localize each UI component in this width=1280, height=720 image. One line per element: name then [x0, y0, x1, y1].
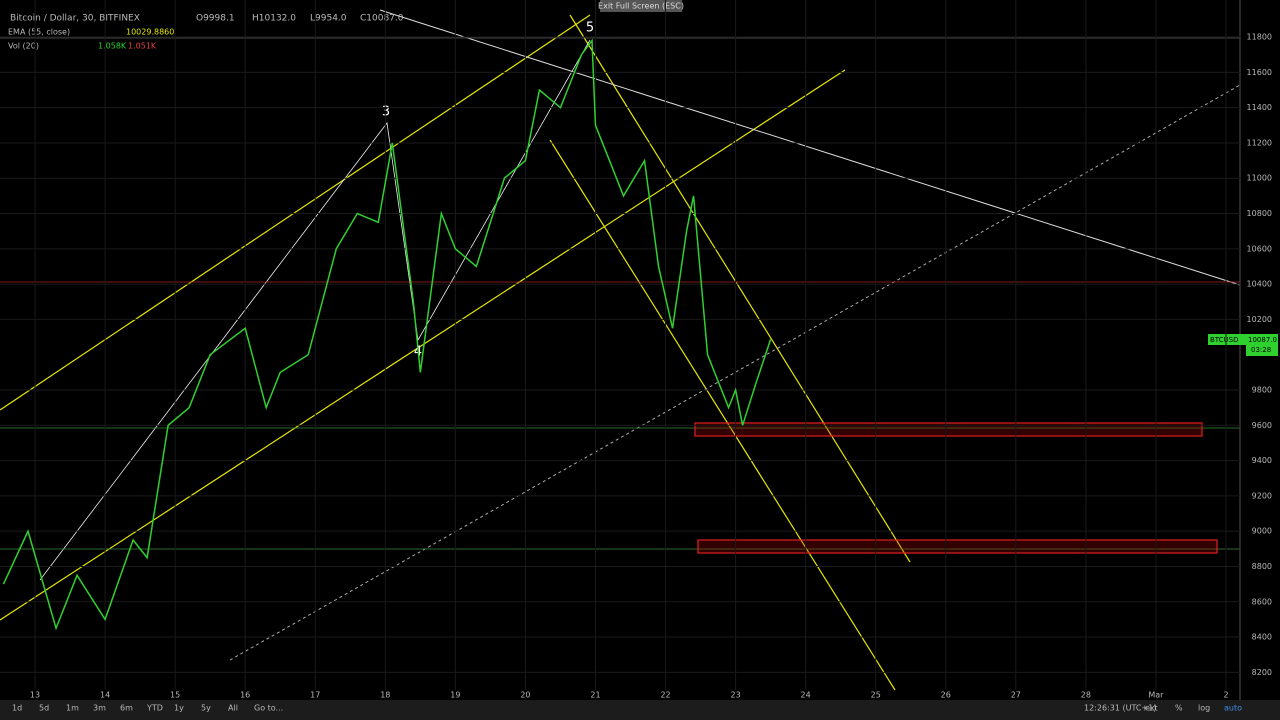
y-tick-label: 11600 [1247, 68, 1272, 77]
x-tick-label: 22 [660, 691, 670, 700]
price-tag-symbol: BTCUSD [1210, 336, 1239, 344]
x-tick-label: 19 [450, 691, 460, 700]
price-line [2, 38, 772, 631]
toolbar-button[interactable]: auto [1224, 704, 1242, 713]
y-tick-label: 9400 [1252, 456, 1272, 465]
ema-label: EMA (55, close) [8, 28, 70, 37]
x-tick-label: 2 [1223, 691, 1228, 700]
y-tick-label: 8200 [1252, 668, 1272, 677]
toolbar-button[interactable]: YTD [146, 704, 163, 713]
y-tick-label: 9800 [1252, 386, 1272, 395]
y-tick-label: 9200 [1252, 491, 1272, 500]
vol-value: 1.051K [128, 42, 157, 51]
symbol: Bitcoin / Dollar, 30, BITFINEX [10, 14, 140, 24]
y-tick-label: 10600 [1247, 244, 1272, 253]
toolbar-button[interactable]: All [228, 704, 238, 713]
price-tag-countdown: 03:28 [1251, 346, 1271, 354]
x-tick-label: 23 [730, 691, 740, 700]
low: L9954.0 [310, 14, 347, 24]
toolbar-button[interactable]: 6m [120, 704, 133, 713]
x-tick-label: 13 [30, 691, 40, 700]
open: O9998.1 [196, 14, 235, 24]
y-tick-label: 11200 [1247, 138, 1272, 147]
x-tick-label: 21 [590, 691, 600, 700]
toolbar-button[interactable]: Go to... [254, 704, 283, 713]
y-tick-label: 11000 [1247, 174, 1272, 183]
x-tick-label: 27 [1011, 691, 1021, 700]
y-tick-label: 10200 [1247, 315, 1272, 324]
toolbar-button[interactable]: ext [1145, 704, 1158, 713]
y-tick-label: 9000 [1252, 527, 1272, 536]
close: C10087.0 [360, 14, 404, 24]
x-tick-label: 28 [1081, 691, 1091, 700]
high: H10132.0 [252, 14, 296, 24]
toolbar-button[interactable]: % [1175, 704, 1183, 713]
y-tick-label: 11800 [1247, 33, 1272, 42]
toolbar-button[interactable]: 3m [93, 704, 106, 713]
toolbar-button[interactable]: 5d [39, 704, 49, 713]
x-tick-label: 16 [240, 691, 250, 700]
toolbar-button[interactable]: 1d [12, 704, 22, 713]
vol-label: Vol (20) [8, 42, 39, 51]
fullscreen-hint-bg [600, 0, 682, 12]
x-tick-label: 17 [310, 691, 320, 700]
y-tick-label: 10400 [1247, 280, 1272, 289]
x-tick-label: 25 [871, 691, 881, 700]
y-tick-label: 10800 [1247, 209, 1272, 218]
y-tick-label: 11400 [1247, 103, 1272, 112]
x-tick-label: 18 [380, 691, 390, 700]
ema-value: 10029.8860 [126, 28, 174, 37]
toolbar-button[interactable]: 1m [66, 704, 79, 713]
y-tick-label: 9600 [1252, 421, 1272, 430]
vol-value: 1.058K [98, 42, 127, 51]
fullscreen-hint[interactable]: Exit Full Screen (ESC) [598, 2, 684, 11]
x-tick-label: 15 [170, 691, 180, 700]
x-tick-label: 26 [941, 691, 951, 700]
toolbar-button[interactable]: 5y [201, 704, 211, 713]
price-tag-price: 10087.0 [1248, 336, 1277, 344]
x-tick-label: 24 [801, 691, 811, 700]
y-tick-label: 8400 [1252, 633, 1272, 642]
x-tick-label: 14 [100, 691, 110, 700]
y-tick-label: 8800 [1252, 562, 1272, 571]
wave-label: 3 [382, 105, 390, 120]
x-tick-label: 20 [520, 691, 530, 700]
y-tick-label: 8600 [1252, 597, 1272, 606]
toolbar-button[interactable]: log [1198, 704, 1210, 713]
price-tag-bg [1246, 334, 1278, 356]
toolbar-button: 12:26:31 (UTC+1) [1084, 704, 1156, 713]
toolbar-button[interactable]: 1y [174, 704, 184, 713]
price-tag-bg [1208, 334, 1246, 345]
x-tick-label: Mar [1148, 691, 1164, 700]
wave-label: 5 [586, 21, 594, 36]
